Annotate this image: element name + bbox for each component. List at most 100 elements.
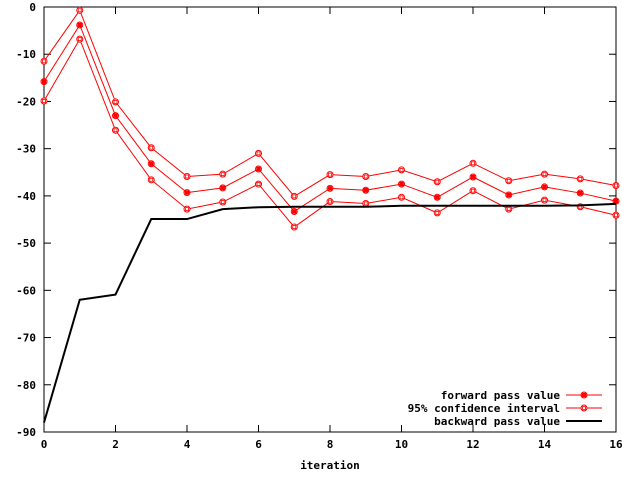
- point-ci-lower-inner: [185, 207, 189, 212]
- point-ci-upper-inner: [292, 194, 297, 199]
- point-ci-upper-inner: [614, 183, 618, 188]
- point-ci-upper: [505, 177, 513, 185]
- point-forward-ring: [433, 193, 441, 201]
- legend-label-ci-upper: 95% confidence interval: [408, 402, 560, 415]
- point-ci-upper: [433, 178, 441, 186]
- point-ci-upper: [326, 171, 334, 179]
- point-ci-lower: [76, 35, 84, 43]
- x-axis-label: iteration: [300, 459, 360, 472]
- series-forward: [40, 21, 620, 215]
- point-ci-lower: [398, 193, 405, 201]
- point-ci-upper-inner: [578, 176, 583, 181]
- point-forward-ring: [362, 186, 370, 194]
- point-forward-ring: [576, 189, 584, 197]
- y-tick-label: -30: [16, 143, 36, 156]
- y-tick-label: -90: [16, 426, 36, 439]
- point-ci-upper: [398, 166, 405, 174]
- y-tick-label: 0: [29, 1, 36, 14]
- point-forward: [399, 181, 404, 187]
- point-forward: [435, 195, 440, 200]
- legend-marker-forward-ring: [580, 391, 588, 399]
- point-forward: [363, 188, 368, 193]
- series-backward: [43, 202, 617, 423]
- point-forward: [292, 209, 297, 214]
- x-tick-label: 10: [395, 438, 408, 451]
- point-ci-lower-inner: [542, 198, 547, 203]
- point-forward-ring: [219, 184, 227, 192]
- point-forward-ring: [541, 183, 548, 191]
- point-ci-lower: [541, 196, 548, 204]
- y-tick-label: -50: [16, 237, 36, 250]
- point-ci-lower-inner: [614, 213, 618, 218]
- point-forward-ring: [76, 21, 84, 29]
- legend-marker-forward: [581, 392, 587, 398]
- point-forward: [506, 192, 511, 198]
- point-ci-upper-inner: [399, 168, 404, 172]
- point-forward: [113, 113, 118, 118]
- point-ci-upper: [147, 144, 155, 152]
- x-tick-label: 6: [255, 438, 262, 451]
- point-forward: [578, 190, 583, 196]
- point-forward-ring: [398, 180, 405, 188]
- point-ci-upper-inner: [506, 178, 511, 183]
- point-ci-upper: [290, 192, 298, 200]
- point-forward-ring: [469, 173, 477, 181]
- point-ci-upper-inner: [220, 172, 225, 177]
- point-forward: [256, 166, 261, 172]
- y-tick-label: -20: [16, 95, 36, 108]
- point-forward: [41, 79, 47, 84]
- point-forward: [149, 161, 154, 166]
- point-forward-ring: [112, 112, 119, 120]
- point-ci-lower-inner: [77, 37, 82, 42]
- point-ci-lower-inner: [113, 128, 118, 133]
- point-ci-lower-inner: [435, 210, 440, 215]
- legend-label-forward: forward pass value: [441, 389, 561, 402]
- point-ci-lower: [255, 180, 262, 188]
- point-ci-lower-inner: [399, 195, 404, 200]
- point-ci-upper-inner: [113, 100, 118, 104]
- series-line-ci-upper: [43, 9, 617, 198]
- y-tick-label: -10: [16, 48, 36, 61]
- point-ci-upper: [40, 57, 48, 65]
- point-ci-upper-inner: [42, 59, 46, 64]
- series-line-forward: [43, 23, 617, 213]
- point-ci-lower-inner: [363, 201, 368, 206]
- point-forward: [542, 184, 547, 190]
- point-forward: [470, 174, 476, 180]
- point-forward-ring: [290, 207, 298, 215]
- point-ci-upper-inner: [471, 161, 475, 166]
- point-ci-lower: [362, 199, 370, 207]
- point-ci-upper-inner: [256, 151, 261, 156]
- point-ci-upper: [612, 182, 620, 189]
- point-ci-lower: [40, 97, 48, 105]
- point-forward-ring: [255, 165, 262, 173]
- legend-label-backward: backward pass value: [434, 415, 560, 428]
- point-ci-lower-inner: [292, 225, 297, 229]
- point-forward-ring: [40, 78, 48, 86]
- point-ci-lower: [505, 205, 513, 213]
- series-ci-lower: [40, 35, 620, 231]
- point-ci-lower-inner: [471, 188, 475, 193]
- point-forward: [327, 186, 333, 191]
- point-forward-ring: [147, 160, 155, 168]
- point-forward-ring: [505, 191, 513, 199]
- point-ci-upper-inner: [542, 172, 547, 177]
- point-ci-lower-inner: [220, 200, 225, 204]
- point-ci-upper-inner: [363, 174, 368, 179]
- x-tick-label: 4: [184, 438, 191, 451]
- point-ci-upper: [183, 173, 191, 181]
- point-ci-upper: [219, 170, 227, 178]
- y-tick-label: -80: [16, 379, 36, 392]
- point-forward-ring: [183, 189, 191, 197]
- point-ci-lower-inner: [506, 207, 511, 212]
- point-ci-lower: [147, 176, 155, 184]
- point-forward: [220, 185, 225, 191]
- series-line-backward: [43, 202, 617, 423]
- series-layer: [40, 6, 620, 423]
- legend-marker-ci-upper-inner: [582, 406, 586, 410]
- series-ci-upper: [40, 6, 620, 200]
- point-ci-lower: [183, 205, 191, 213]
- point-ci-lower: [219, 198, 227, 206]
